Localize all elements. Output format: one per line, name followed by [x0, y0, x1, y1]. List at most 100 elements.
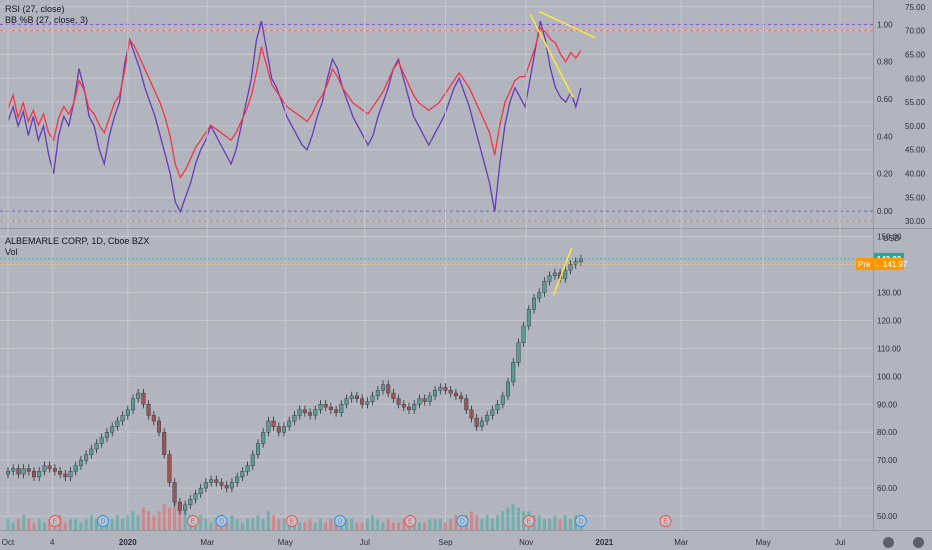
event-marker-label: E [53, 519, 58, 526]
volume-bar [162, 503, 166, 531]
price-axis-tick: 80.00 [877, 428, 898, 437]
earnings-marker [48, 515, 61, 527]
candle-body [381, 384, 386, 391]
candle-body [547, 275, 552, 282]
volume-bar [501, 511, 505, 531]
candle-body [396, 398, 401, 405]
candle-body [323, 404, 328, 408]
volume-bar [558, 518, 562, 531]
volume-bar [511, 503, 515, 531]
time-axis-tick: Oct [2, 538, 15, 547]
candle-body [506, 381, 511, 397]
dividend-marker [97, 515, 110, 527]
volume-bar [433, 518, 437, 531]
dividend-marker [574, 515, 587, 527]
candle-body [198, 487, 203, 494]
volume-bar [27, 518, 31, 531]
volume-bar [131, 511, 135, 531]
candle-body [156, 420, 161, 433]
volume-bar [48, 518, 52, 531]
time-axis-tick: May [278, 538, 293, 547]
event-marker-label: E [408, 519, 413, 526]
candle-body [261, 432, 266, 444]
volume-bar [110, 518, 114, 531]
candle-body [58, 471, 63, 475]
candle-body [563, 269, 568, 279]
time-axis-tick: Mar [674, 538, 688, 547]
volume-bar [209, 522, 213, 530]
event-marker-label: D [101, 519, 106, 526]
volume-bar [95, 518, 99, 531]
volume-bar [272, 515, 276, 530]
volume-bar [115, 515, 119, 530]
candle-body [271, 420, 276, 427]
candle-body [443, 387, 448, 391]
candle-body [313, 409, 318, 416]
candle-body [375, 390, 380, 397]
volume-bar [266, 511, 270, 531]
candle-body [183, 504, 188, 511]
volume-bar [11, 522, 15, 530]
volume-bar [475, 515, 479, 530]
scroll-right-button[interactable] [913, 537, 924, 548]
price-axis-tick: 100.00 [877, 372, 902, 381]
volume-bar [391, 522, 395, 530]
time-axis-tick: Jul [360, 538, 370, 547]
candle-body [32, 471, 37, 478]
zoom-settings-button[interactable] [883, 537, 894, 548]
candle-body [141, 392, 146, 405]
volume-bar [303, 522, 307, 530]
volume-bar [22, 515, 26, 530]
rsi-legend: RSI (27, close) BB %B (27, close, 3) [5, 4, 88, 26]
candle-body [552, 272, 557, 276]
event-marker-label: E [191, 519, 196, 526]
candle-body [521, 325, 526, 343]
candle-body [302, 409, 307, 413]
candle-body [94, 443, 99, 450]
volume-bar [490, 518, 494, 531]
volume-bar [126, 515, 130, 530]
volume-bar [183, 511, 187, 531]
event-marker-label: D [337, 519, 342, 526]
candle-body [578, 258, 583, 262]
volume-bar [360, 522, 364, 530]
candle-body [172, 482, 177, 503]
bbpb-axis-tick: 0.00 [877, 207, 893, 216]
event-marker-label: E [290, 519, 295, 526]
volume-bar [480, 518, 484, 531]
candle-body [162, 432, 167, 455]
rsi-axis-tick: 70.00 [905, 27, 926, 36]
candle-body [485, 415, 490, 422]
volume-bar [318, 518, 322, 531]
volume-bar [470, 511, 474, 531]
volume-bar [417, 522, 421, 530]
event-marker-label: D [219, 519, 224, 526]
volume-bar [167, 507, 171, 530]
volume-bar [157, 511, 161, 531]
candle-body [188, 499, 193, 506]
volume-bar [438, 518, 442, 531]
candle-body [297, 409, 302, 416]
candle-body [386, 384, 391, 394]
candle-body [151, 415, 156, 422]
volume-bar [141, 507, 145, 530]
candle-body [5, 471, 10, 475]
volume-bar [261, 518, 265, 531]
candle-body [573, 261, 578, 265]
volume-bar [365, 518, 369, 531]
candle-body [21, 468, 26, 475]
candle-body [89, 448, 94, 455]
price-axis-tick: 150.00 [877, 233, 902, 242]
earnings-marker [522, 515, 535, 527]
candle-body [209, 479, 214, 483]
volume-bar [79, 522, 83, 530]
dividend-marker [215, 515, 228, 527]
candle-body [370, 395, 375, 402]
volume-bar [173, 500, 177, 530]
candle-body [78, 459, 83, 466]
time-axis-tick: 2021 [595, 538, 613, 547]
earnings-marker [659, 515, 672, 527]
candle-body [256, 443, 261, 455]
event-marker-label: D [578, 519, 583, 526]
